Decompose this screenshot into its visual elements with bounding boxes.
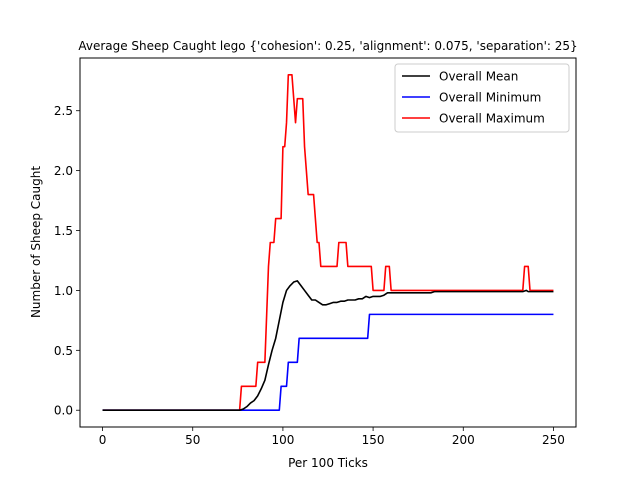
legend-box	[394, 63, 570, 133]
series-line-maximum	[102, 73, 554, 412]
legend-label-mean: Overall Mean	[439, 70, 518, 84]
y-tick-label: 1.0	[54, 284, 73, 298]
y-tick-label: 0.5	[54, 344, 73, 358]
x-axis: 0 50 100 150 200 250	[99, 427, 565, 447]
x-axis-label: Per 100 Ticks	[288, 456, 368, 470]
x-tick-label: 50	[185, 433, 200, 447]
legend: Overall Mean Overall Minimum Overall Max…	[394, 63, 570, 133]
chart-title: Average Sheep Caught lego {'cohesion': 0…	[78, 39, 577, 53]
y-tick-label: 2.5	[54, 104, 73, 118]
y-tick-label: 1.5	[54, 224, 73, 238]
x-tick-label: 250	[542, 433, 565, 447]
y-axis: 0.0 0.5 1.0 1.5 2.0 2.5	[54, 104, 80, 418]
y-axis-label: Number of Sheep Caught	[29, 166, 43, 318]
series-line-mean	[102, 280, 554, 412]
series-layer	[102, 73, 554, 412]
x-tick-label: 200	[452, 433, 475, 447]
legend-label-max: Overall Maximum	[439, 112, 545, 126]
x-tick-label: 100	[271, 433, 294, 447]
y-tick-label: 0.0	[54, 404, 73, 418]
series-line-minimum	[102, 313, 554, 412]
x-tick-label: 150	[362, 433, 385, 447]
legend-label-min: Overall Minimum	[439, 91, 541, 105]
x-tick-label: 0	[99, 433, 107, 447]
y-tick-label: 2.0	[54, 164, 73, 178]
plot-frame	[79, 57, 577, 428]
